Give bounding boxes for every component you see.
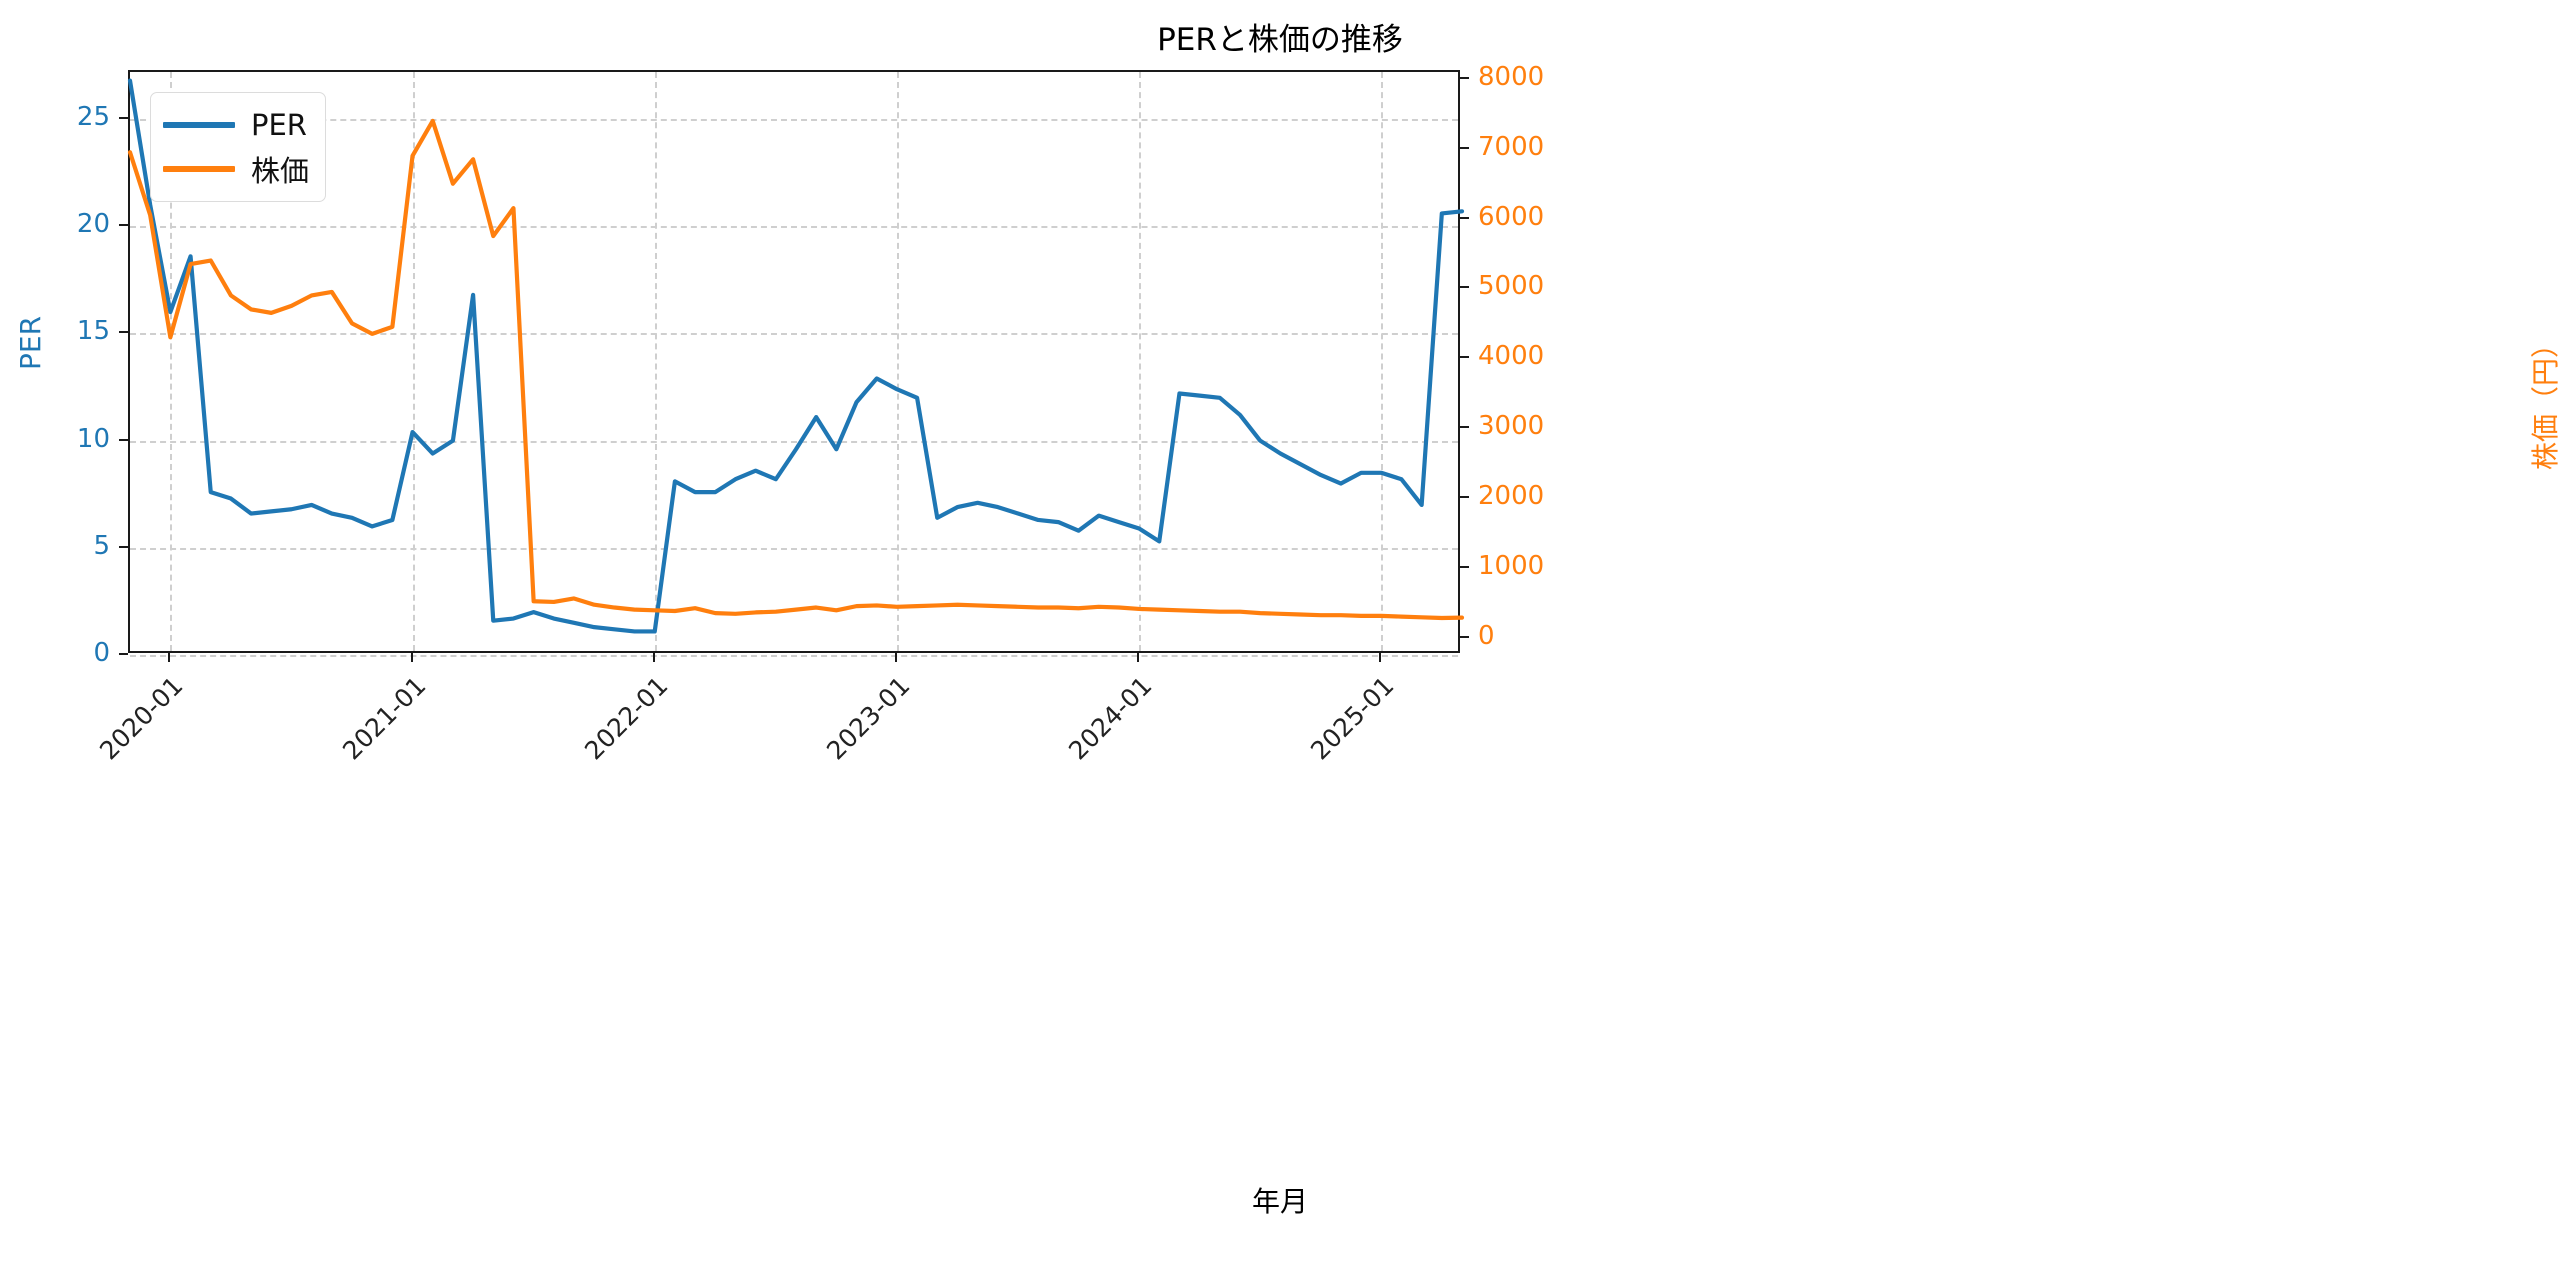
legend-swatch-kabuka xyxy=(163,166,235,172)
gridline-horizontal xyxy=(130,547,1458,550)
x-tick-2022-01: 2022-01 xyxy=(578,671,674,766)
legend-label-kabuka: 株価 xyxy=(251,154,310,188)
gridline-horizontal xyxy=(130,333,1458,336)
gridline-vertical xyxy=(1381,72,1384,651)
tickmark-x xyxy=(894,653,897,662)
chart-legend[interactable]: PER 株価 xyxy=(150,92,327,202)
tickmark-right xyxy=(1460,495,1469,498)
gridline-vertical xyxy=(170,72,173,651)
legend-swatch-per xyxy=(163,122,235,128)
tickmark-x xyxy=(410,653,413,662)
tickmark-x xyxy=(1379,653,1382,662)
gridline-vertical xyxy=(896,72,899,651)
tickmark-right xyxy=(1460,635,1469,638)
gridline-vertical xyxy=(1139,72,1142,651)
x-tick-2025-01: 2025-01 xyxy=(1305,671,1400,766)
tickmark-right xyxy=(1460,76,1469,79)
y-right-tick-6000: 6000 xyxy=(1478,201,1545,232)
tickmark-right xyxy=(1460,286,1469,289)
y-axis-right-title: 株価（円） xyxy=(2529,329,2560,470)
tickmark-x xyxy=(168,653,171,662)
tickmark-left xyxy=(119,331,128,334)
y-left-tick-25: 25 xyxy=(76,102,110,133)
tickmark-left xyxy=(119,117,128,120)
series-line-PER xyxy=(127,78,1465,634)
tickmark-left xyxy=(119,545,128,548)
gridline-vertical xyxy=(654,72,657,651)
y-left-tick-5: 5 xyxy=(93,530,110,561)
gridline-vertical xyxy=(412,72,415,651)
gridline-horizontal xyxy=(130,226,1458,229)
y-right-tick-8000: 8000 xyxy=(1478,61,1545,92)
plot-area xyxy=(127,70,1465,657)
legend-label-per: PER xyxy=(251,108,307,142)
y-left-tick-0: 0 xyxy=(93,638,110,668)
y-left-tick-15: 15 xyxy=(76,316,110,347)
series-line-株価 xyxy=(127,118,1465,621)
tickmark-right xyxy=(1460,356,1469,359)
x-tick-2020-01: 2020-01 xyxy=(94,671,189,766)
tickmark-right xyxy=(1460,146,1469,149)
x-axis-title: 年月 xyxy=(1251,1185,1308,1218)
series-lines xyxy=(127,78,1465,634)
y-left-tick-20: 20 xyxy=(76,209,110,240)
y-right-tick-7000: 7000 xyxy=(1478,131,1545,162)
tickmark-left xyxy=(119,224,128,227)
tickmark-left xyxy=(119,653,128,655)
tickmark-right xyxy=(1460,216,1469,219)
tickmark-left xyxy=(119,438,128,441)
y-right-tick-3000: 3000 xyxy=(1478,411,1545,442)
gridline-horizontal xyxy=(130,119,1458,122)
y-right-tick-5000: 5000 xyxy=(1478,271,1545,302)
legend-item-kabuka[interactable]: 株価 xyxy=(163,147,309,191)
gridline-horizontal xyxy=(130,655,1458,657)
x-tick-2023-01: 2023-01 xyxy=(821,671,916,766)
y-right-tick-4000: 4000 xyxy=(1478,341,1545,372)
x-tick-2024-01: 2024-01 xyxy=(1063,671,1158,766)
y-axis-left-title: PER xyxy=(14,315,47,370)
chart-title: PERと株価の推移 xyxy=(1157,22,1403,58)
y-left-tick-10: 10 xyxy=(76,423,110,454)
gridline-horizontal xyxy=(130,440,1458,443)
y-right-tick-1000: 1000 xyxy=(1478,550,1545,581)
tickmark-x xyxy=(652,653,655,662)
y-right-tick-2000: 2000 xyxy=(1478,480,1545,511)
x-tick-2021-01: 2021-01 xyxy=(336,671,432,766)
tickmark-right xyxy=(1460,426,1469,429)
legend-item-per[interactable]: PER xyxy=(163,103,309,147)
tickmark-x xyxy=(1137,653,1140,662)
y-right-tick-0: 0 xyxy=(1478,620,1495,651)
tickmark-right xyxy=(1460,565,1469,568)
